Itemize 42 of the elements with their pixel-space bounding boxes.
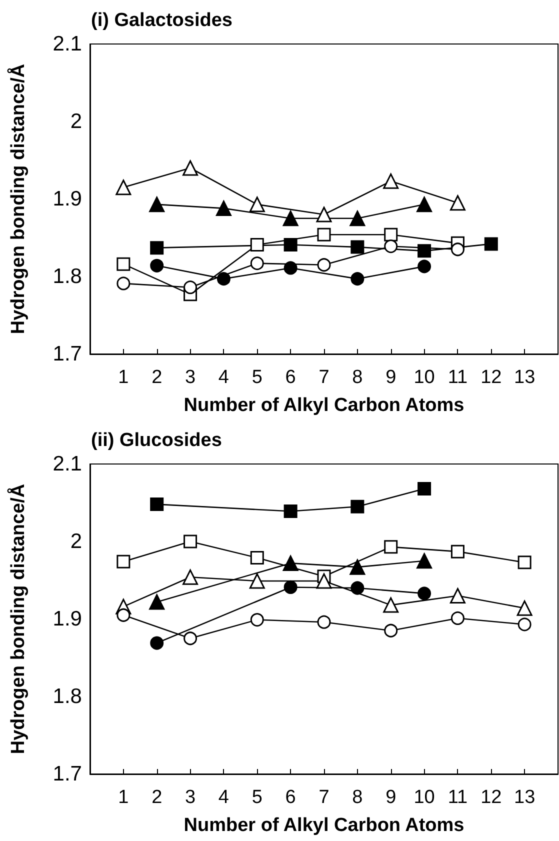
- y-tick-label: 1.8: [52, 685, 82, 708]
- x-tick-label: 4: [218, 787, 230, 808]
- x-tick-label: 6: [285, 787, 296, 808]
- y-tick-label: 2.1: [52, 32, 82, 56]
- y-tick-label: 1.8: [52, 265, 82, 288]
- x-tick-label: 10: [414, 787, 435, 808]
- x-tick-label: 2: [152, 787, 162, 808]
- x-tick-label: 5: [252, 787, 262, 808]
- x-tick-label: 9: [386, 367, 396, 388]
- x-tick-label: 12: [480, 367, 502, 388]
- x-tick-label: 6: [285, 367, 296, 388]
- x-tick-label: 11: [448, 787, 468, 808]
- x-tick-label: 1: [118, 367, 129, 388]
- x-tick-label: 8: [352, 367, 363, 388]
- y-tick-label: 2.1: [52, 452, 82, 476]
- x-tick-label: 10: [414, 367, 435, 388]
- x-tick-label: 5: [252, 367, 262, 388]
- x-axis-title: Number of Alkyl Carbon Atoms: [184, 395, 464, 416]
- y-axis-title: Hydrogen bonding distance/Å: [7, 64, 29, 334]
- y-axis-title: Hydrogen bonding distance/Å: [7, 484, 29, 754]
- y-tick-label: 2: [70, 530, 82, 553]
- x-tick-label: 7: [318, 787, 330, 808]
- x-tick-label: 3: [184, 367, 196, 388]
- x-tick-label: 8: [352, 787, 363, 808]
- y-tick-label: 2: [70, 110, 82, 133]
- y-tick-label: 1.9: [52, 188, 82, 210]
- x-tick-label: 12: [480, 787, 502, 808]
- x-axis-title: Number of Alkyl Carbon Atoms: [184, 815, 464, 836]
- y-tick-label: 1.7: [52, 342, 82, 366]
- x-tick-label: 1: [118, 787, 129, 808]
- x-tick-label: 13: [514, 367, 536, 388]
- chart-title: (i) Galactosides: [91, 10, 232, 31]
- chart-title: (ii) Glucosides: [91, 430, 222, 451]
- x-tick-label: 3: [184, 787, 196, 808]
- y-tick-label: 1.9: [52, 608, 82, 630]
- x-tick-label: 11: [448, 367, 468, 388]
- x-tick-label: 4: [218, 367, 230, 388]
- x-tick-label: 9: [386, 787, 396, 808]
- x-tick-label: 13: [514, 787, 536, 808]
- y-tick-label: 1.7: [52, 762, 82, 786]
- x-tick-label: 2: [152, 367, 162, 388]
- x-tick-label: 7: [318, 367, 330, 388]
